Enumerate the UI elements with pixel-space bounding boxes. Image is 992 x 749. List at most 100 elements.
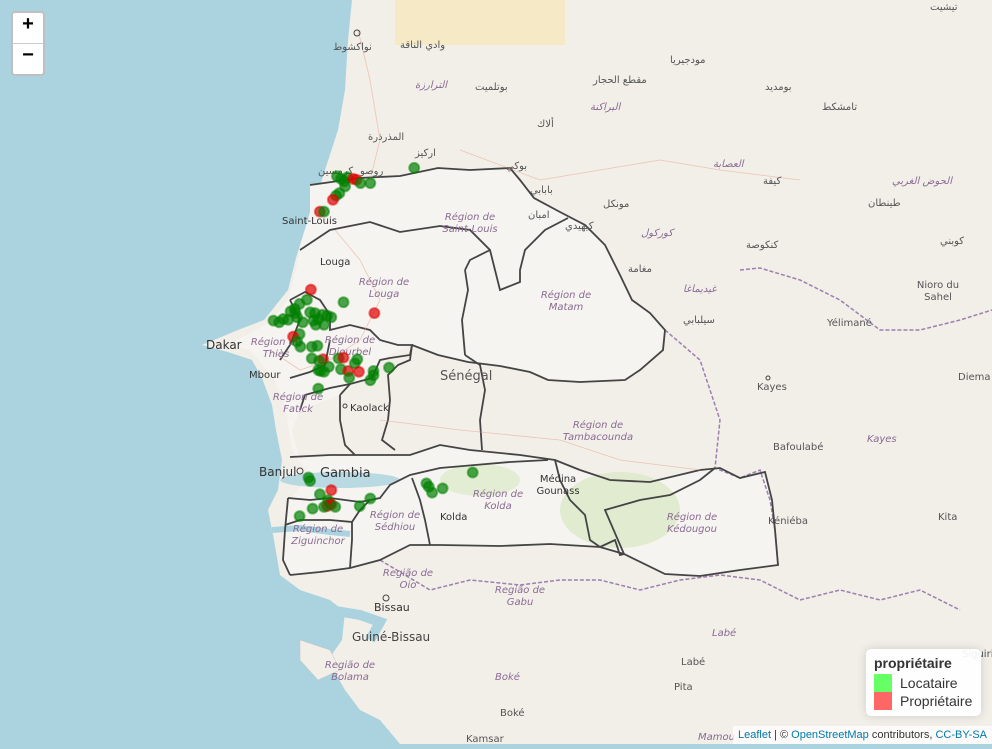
legend-item-proprietaire: Propriétaire	[874, 692, 973, 710]
marker-locataire[interactable]	[343, 371, 356, 384]
legend-title: propriétaire	[874, 655, 952, 671]
label-region-louga: Région de Louga	[359, 276, 409, 300]
legend-item-locataire: Locataire	[874, 674, 973, 692]
marker-locataire[interactable]	[436, 482, 449, 495]
legend-label-locataire: Locataire	[900, 675, 958, 691]
label-kaolack: Kaolack	[350, 403, 389, 414]
label-diema: Diema	[958, 372, 991, 383]
marker-locataire[interactable]	[318, 318, 330, 331]
label-labe-region: Labé	[712, 627, 736, 639]
label-region-tambacounda: Région de Tambacounda	[563, 419, 633, 443]
marker-locataire[interactable]	[364, 374, 377, 387]
marker-locataire[interactable]	[383, 361, 395, 374]
marker-locataire[interactable]	[426, 486, 439, 499]
marker-locataire[interactable]	[304, 474, 317, 487]
marker-locataire[interactable]	[408, 161, 421, 174]
marker-locataire[interactable]	[466, 466, 479, 479]
label-region-kedougou: Région de Kédougou	[667, 511, 717, 535]
label-nioro: Nioro du Sahel	[917, 280, 959, 303]
label-tichit: تيشيت	[930, 2, 958, 13]
label-labe: Labé	[681, 656, 705, 668]
label-tamchakett: تامشكط	[822, 102, 857, 113]
marker-proprietaire[interactable]	[368, 307, 381, 320]
zoom-in-button[interactable]: +	[22, 13, 34, 35]
label-rosso: روصو	[359, 166, 383, 177]
bijagos-islands	[299, 639, 341, 681]
label-bissau: Bissau	[374, 601, 410, 614]
marker-locataire[interactable]	[325, 311, 338, 324]
legend-label-proprietaire: Propriétaire	[900, 693, 973, 709]
marker-proprietaire[interactable]	[326, 193, 339, 206]
label-kaedi: كيهيدي	[565, 221, 594, 232]
label-region-saint-louis: Région de Saint-Louis	[442, 211, 497, 235]
marker-proprietaire[interactable]	[337, 351, 350, 364]
label-maqta: مقطع الحجار	[592, 75, 647, 86]
marker-proprietaire[interactable]	[325, 484, 338, 497]
intl-border-mauritania-mali	[739, 267, 992, 331]
osm-link[interactable]: OpenStreetMap	[791, 729, 869, 741]
label-yelimane: Yélimané	[826, 317, 872, 329]
roads	[269, 29, 801, 471]
marker-locataire[interactable]	[306, 502, 319, 515]
label-hodh-gharbi: الحوض الغربي	[892, 176, 953, 187]
marker-locataire[interactable]	[313, 488, 326, 501]
label-region-oio: Região de Oio	[383, 568, 433, 591]
marker-locataire[interactable]	[329, 500, 342, 513]
marker-proprietaire[interactable]	[304, 283, 317, 296]
label-boumdeid: بومديد	[765, 82, 792, 93]
marker-locataire[interactable]	[314, 365, 327, 377]
label-boke: Boké	[500, 707, 525, 719]
marker-locataire[interactable]	[364, 177, 377, 190]
marker-locataire[interactable]	[364, 492, 377, 505]
label-kita: Kita	[938, 512, 957, 523]
marker-proprietaire[interactable]	[352, 365, 365, 378]
zoom-out-button[interactable]: −	[13, 43, 43, 74]
label-bafoulabe: Bafoulabé	[773, 441, 823, 453]
label-region-bolama: Região de Bolama	[325, 660, 375, 683]
label-region-sedhiou: Région de Sédhiou	[370, 509, 420, 533]
marker-locataire[interactable]	[351, 353, 364, 366]
marker-locataire[interactable]	[353, 500, 366, 513]
park-basse-casamance	[440, 464, 520, 496]
sand-area	[395, 0, 565, 45]
attribution-mid: contributors,	[868, 729, 936, 741]
city-markers	[296, 29, 771, 602]
label-gambia: Gambia	[320, 466, 371, 481]
intl-border-mali	[664, 329, 779, 566]
city-dot-banjul	[296, 467, 304, 475]
city-dot-kayes	[765, 375, 771, 381]
marker-locataire[interactable]	[293, 510, 306, 523]
label-region-kolda: Région de Kolda	[473, 488, 523, 512]
label-region-diourbel: Région de Diourbel	[325, 334, 375, 358]
label-brakna: البراكنة	[590, 102, 622, 113]
license-link[interactable]: CC-BY-SA	[935, 729, 987, 741]
leaflet-link[interactable]: Leaflet	[737, 729, 771, 741]
marker-locataire[interactable]	[354, 177, 367, 190]
marker-locataire[interactable]	[273, 316, 286, 329]
label-pita: Pita	[674, 682, 693, 693]
marker-locataire[interactable]	[318, 205, 330, 218]
label-assaba: العصابة	[713, 159, 745, 170]
label-mederdra: المذرذرة	[368, 132, 404, 143]
city-dot-nouakchott	[353, 29, 361, 37]
marker-locataire[interactable]	[312, 382, 325, 395]
label-region-matam: Région de Matam	[541, 289, 591, 313]
label-rkiz: اركيز	[414, 148, 436, 159]
city-dot-kaolack	[342, 403, 348, 409]
label-banjul: Banjul	[259, 465, 296, 479]
attribution-sep: | ©	[771, 729, 792, 741]
label-boutilimit: بوتلميت	[475, 82, 508, 93]
marker-locataire[interactable]	[318, 500, 330, 513]
marker-locataire[interactable]	[337, 296, 350, 309]
marker-locataire[interactable]	[311, 339, 324, 352]
label-kolda: Kolda	[440, 512, 467, 523]
marker-locataire[interactable]	[294, 340, 307, 353]
city-dot-bissau	[382, 594, 390, 602]
legend-swatch-proprietaire	[874, 692, 892, 710]
attribution: Leaflet | © OpenStreetMap contributors, …	[732, 726, 992, 744]
label-kenieba: Kéniéba	[768, 515, 808, 527]
label-kayes: Kayes	[757, 382, 787, 393]
label-wadi-naga: وادي الناقة	[400, 40, 445, 51]
